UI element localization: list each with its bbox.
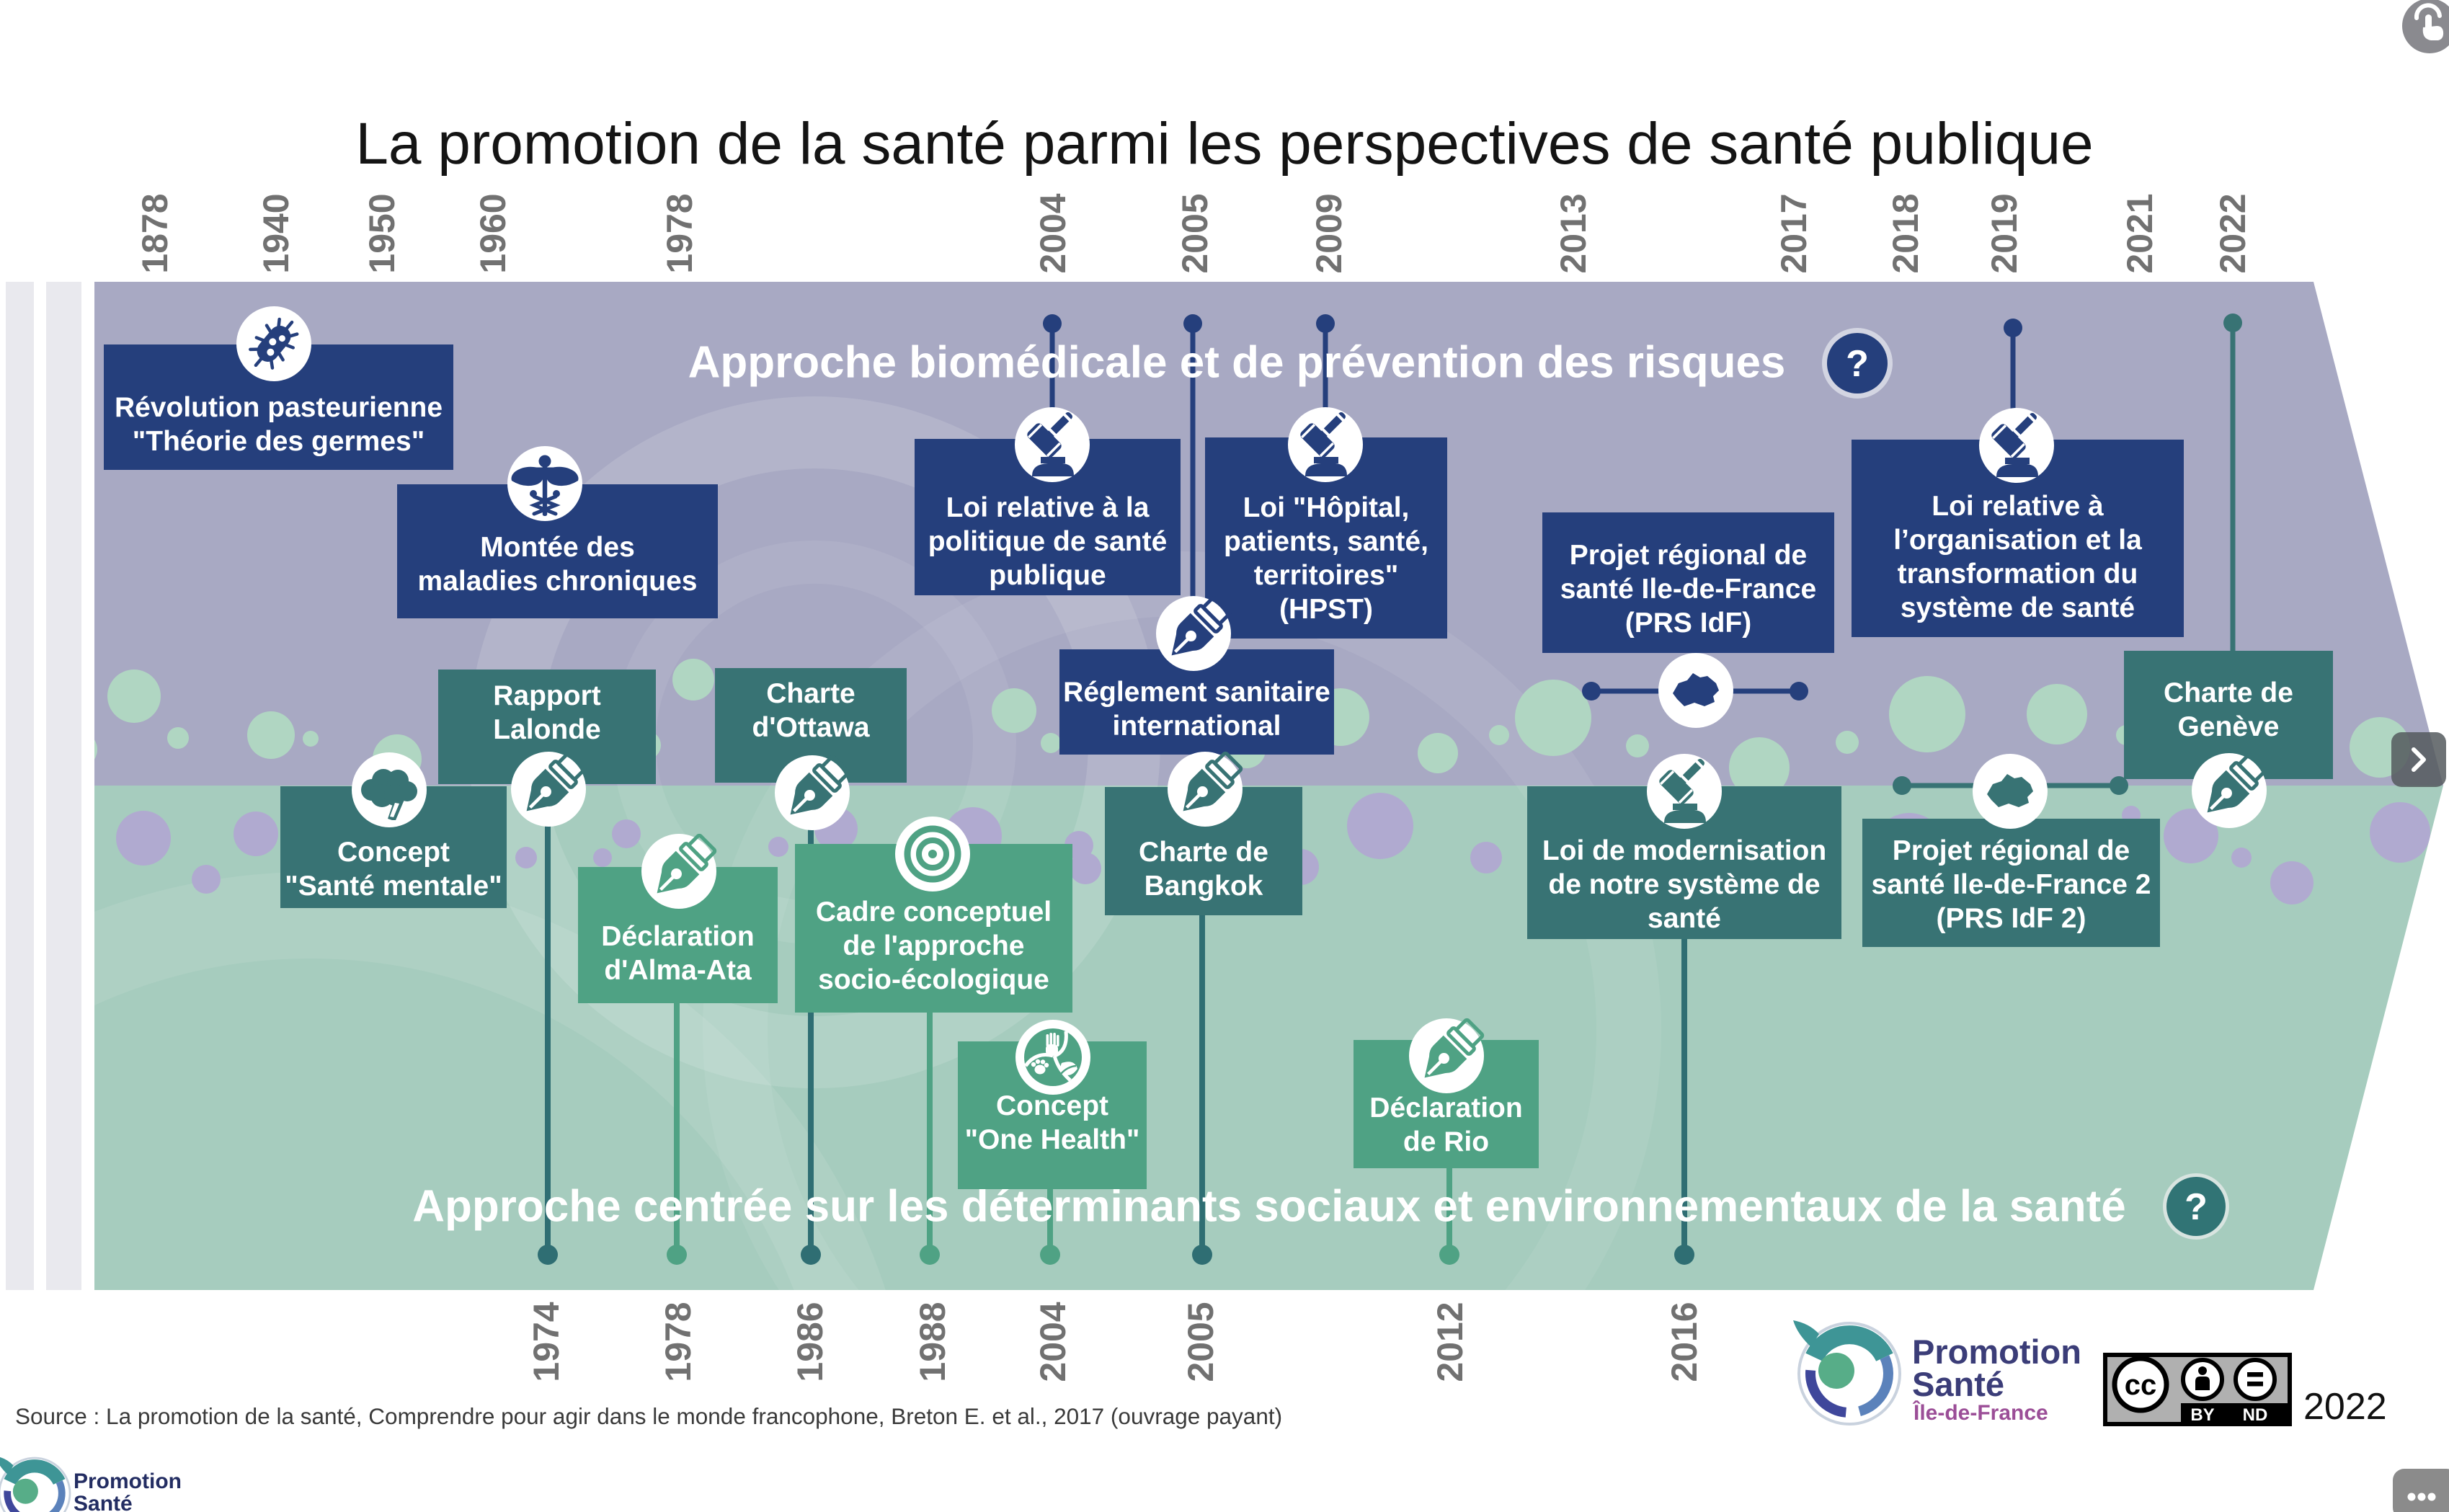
svg-text:ND: ND bbox=[2243, 1405, 2268, 1425]
svg-text:cc: cc bbox=[2125, 1369, 2157, 1401]
svg-text:BY: BY bbox=[2190, 1405, 2214, 1425]
svg-text:?: ? bbox=[1846, 343, 1869, 385]
svg-text:?: ? bbox=[2184, 1186, 2208, 1228]
